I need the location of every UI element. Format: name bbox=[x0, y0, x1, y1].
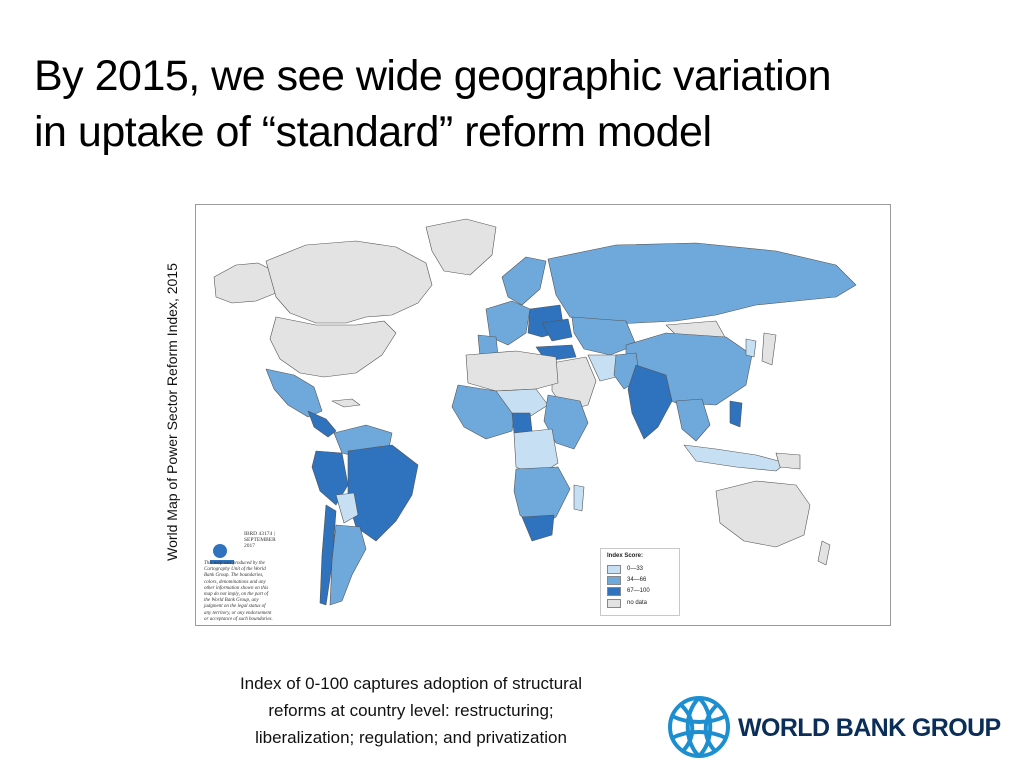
region-scandinavia bbox=[501, 256, 547, 306]
credit-line: This map was produced by the bbox=[204, 561, 265, 566]
legend-item: no data bbox=[607, 598, 648, 608]
legend-label: no data bbox=[627, 600, 648, 606]
region-peru bbox=[311, 450, 349, 506]
slide-title: By 2015, we see wide geographic variatio… bbox=[34, 48, 1014, 160]
region-bolivia bbox=[335, 492, 359, 524]
region-canada bbox=[265, 240, 433, 324]
region-png bbox=[775, 452, 801, 470]
legend-label: 0—33 bbox=[627, 566, 644, 572]
region-australia bbox=[715, 480, 811, 548]
legend-label: 67—100 bbox=[627, 588, 650, 594]
caption-line: liberalization; regulation; and privatiz… bbox=[255, 728, 567, 747]
region-usa bbox=[269, 316, 397, 378]
region-korea bbox=[745, 338, 757, 358]
legend-swatch-low bbox=[607, 564, 621, 574]
credit-line: any territory, or any endorsement bbox=[204, 610, 272, 616]
region-argentina bbox=[329, 524, 367, 606]
globe-icon bbox=[668, 696, 730, 758]
region-indonesia bbox=[683, 444, 787, 472]
credit-line: Bank Group. The boundaries, bbox=[204, 573, 264, 579]
region-southeast-asia bbox=[675, 398, 711, 442]
world-bank-logo: WORLD BANK GROUP bbox=[666, 694, 1016, 760]
region-cuba bbox=[331, 398, 361, 408]
legend-swatch-high bbox=[607, 586, 621, 596]
map-logo bbox=[210, 544, 234, 564]
legend-swatch-nodata bbox=[607, 598, 621, 608]
region-philippines bbox=[729, 400, 743, 428]
region-japan bbox=[761, 332, 777, 366]
credit-line: judgment on the legal status of bbox=[204, 604, 266, 610]
region-nigeria bbox=[511, 412, 533, 434]
region-india bbox=[627, 364, 673, 440]
region-russia bbox=[547, 242, 857, 326]
region-middle-east bbox=[551, 356, 597, 412]
legend-title: Index Score: bbox=[607, 553, 644, 559]
world-map: IBRD 43174 | SEPTEMBER 2017 This map was… bbox=[195, 204, 891, 626]
legend-item: 0—33 bbox=[607, 564, 644, 574]
region-madagascar bbox=[573, 484, 585, 512]
title-line-2: in uptake of “standard” reform model bbox=[34, 108, 712, 156]
map-id: IBRD 43174 | SEPTEMBER 2017 bbox=[244, 531, 276, 549]
region-chile bbox=[319, 504, 337, 606]
region-ukraine bbox=[541, 318, 573, 342]
brand-name: WORLD BANK GROUP bbox=[738, 714, 1001, 742]
world-map-svg bbox=[210, 218, 857, 606]
legend-label: 34—66 bbox=[627, 577, 647, 583]
region-alaska bbox=[213, 262, 277, 304]
slide-caption: Index of 0-100 captures adoption of stru… bbox=[190, 670, 632, 751]
region-brazil bbox=[347, 444, 419, 542]
region-north-africa bbox=[465, 350, 559, 392]
region-new-zealand bbox=[817, 540, 831, 566]
credit-line: map do not imply, on the part of bbox=[204, 592, 269, 598]
caption-line: Index of 0-100 captures adoption of stru… bbox=[239, 674, 583, 693]
map-legend: Index Score: 0—33 34—66 67—100 no data bbox=[600, 548, 680, 616]
legend-item: 67—100 bbox=[607, 586, 650, 596]
legend-swatch-mid bbox=[607, 575, 621, 585]
map-credit-note: IBRD 43174 | SEPTEMBER 2017 This map was… bbox=[204, 531, 288, 623]
region-east-africa bbox=[543, 394, 589, 450]
legend-item: 34—66 bbox=[607, 575, 647, 585]
caption-line: reforms at country level: restructuring; bbox=[268, 701, 554, 720]
credit-line: other information shown on this bbox=[204, 585, 269, 591]
region-south-africa bbox=[521, 514, 555, 542]
map-vertical-label: World Map of Power Sector Reform Index, … bbox=[164, 263, 180, 561]
credit-line: the World Bank Group, any bbox=[204, 598, 259, 604]
credit-line: or acceptance of such boundaries. bbox=[204, 616, 273, 622]
credit-line: Cartography Unit of the World bbox=[204, 567, 266, 573]
region-greenland bbox=[425, 218, 497, 276]
credit-line: colors, denominations and any bbox=[204, 579, 266, 585]
region-sahel bbox=[495, 388, 549, 420]
region-mexico bbox=[265, 368, 323, 418]
region-central-america bbox=[307, 410, 337, 438]
title-line-1: By 2015, we see wide geographic variatio… bbox=[34, 52, 832, 100]
